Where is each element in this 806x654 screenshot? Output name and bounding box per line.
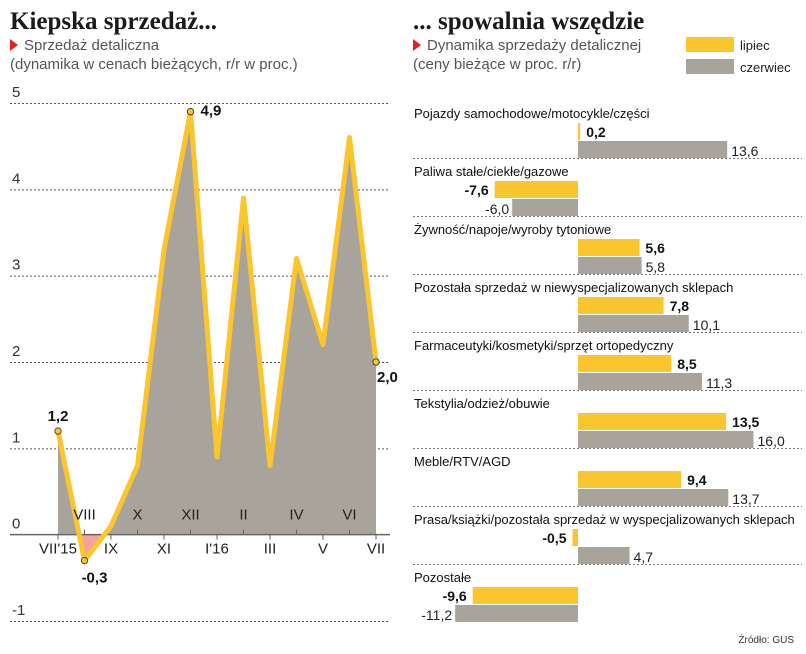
left-chart-subtitle: Sprzedaż detaliczna bbox=[10, 37, 159, 54]
bar-july bbox=[572, 529, 578, 546]
category-label: Pojazdy samochodowe/motocykle/części bbox=[414, 106, 650, 121]
legend-label-june: czerwiec bbox=[740, 60, 791, 75]
bar-july bbox=[578, 123, 581, 140]
x-tick-label: IX bbox=[104, 541, 118, 558]
bar-july bbox=[578, 297, 664, 314]
bar-july-value: 8,5 bbox=[677, 356, 697, 372]
data-point-marker bbox=[372, 358, 380, 366]
bar-june-value: 10,1 bbox=[693, 317, 720, 333]
data-label: 2,0 bbox=[377, 369, 398, 386]
data-label: 4,9 bbox=[201, 103, 222, 120]
series-line bbox=[55, 109, 379, 564]
bar-june-value: 16,0 bbox=[758, 433, 785, 449]
bar-july-value: -9,6 bbox=[443, 588, 467, 604]
bar-july bbox=[472, 587, 578, 604]
bar-june bbox=[512, 199, 578, 216]
bar-june bbox=[578, 141, 728, 158]
bar-july bbox=[494, 181, 578, 198]
x-tick-label: I'16 bbox=[205, 541, 229, 558]
area-fill bbox=[58, 111, 376, 535]
bar-july bbox=[578, 239, 640, 256]
x-tick-label: XI bbox=[157, 541, 171, 558]
x-tick-label: III bbox=[264, 541, 277, 558]
x-tick-label: IV bbox=[289, 507, 303, 524]
category-label: Meble/RTV/AGD bbox=[414, 454, 511, 469]
bar-july bbox=[578, 355, 672, 372]
data-point-marker bbox=[80, 556, 89, 565]
bar-june-value: -6,0 bbox=[485, 201, 509, 217]
bar-june bbox=[578, 547, 630, 564]
y-tick-label: 2 bbox=[12, 343, 20, 360]
x-tick-label: VII bbox=[367, 541, 385, 558]
bar-june-value: 4,7 bbox=[634, 549, 654, 565]
bar-june-value: 13,6 bbox=[731, 143, 758, 159]
legend-swatch-july bbox=[686, 37, 734, 52]
y-tick-label: 1 bbox=[12, 429, 20, 446]
right-chart-title: ... spowalnia wszędzie bbox=[413, 8, 645, 35]
bar-july-value: 5,6 bbox=[645, 240, 665, 256]
bar-june bbox=[578, 315, 689, 332]
category-label: Pozostałe bbox=[414, 570, 471, 585]
bar-june-value: 11,3 bbox=[706, 375, 732, 391]
bar-june bbox=[578, 431, 754, 448]
category-label: Pozostała sprzedaż w niewyspecjalizowany… bbox=[414, 280, 733, 295]
bar-july-value: -0,5 bbox=[542, 530, 566, 546]
data-label: 1,2 bbox=[48, 408, 69, 425]
category-label: Tekstylia/odzież/obuwie bbox=[414, 396, 550, 411]
y-tick-label: -1 bbox=[12, 602, 25, 619]
right-subtitle-line1: Dynamika sprzedaży detalicznej bbox=[427, 37, 642, 54]
x-tick-label: VII'15 bbox=[39, 541, 77, 558]
y-tick-label: 3 bbox=[12, 257, 20, 274]
left-chart-subtitle-units: (dynamika w cenach bieżących, r/r w proc… bbox=[10, 56, 298, 73]
x-tick-label: VIII bbox=[73, 507, 96, 524]
data-point-marker bbox=[54, 427, 62, 435]
left-subtitle-line1: Sprzedaż detaliczna bbox=[24, 37, 160, 54]
bar-june-value: -11,2 bbox=[421, 607, 452, 623]
bar-june bbox=[578, 489, 729, 506]
x-tick-label: X bbox=[132, 507, 142, 524]
y-tick-label: 0 bbox=[12, 516, 20, 533]
legend-swatch-june bbox=[686, 59, 734, 74]
category-label: Prasa/książki/pozostała sprzedaż w wyspe… bbox=[414, 512, 795, 527]
source-note: Źródło: GUS bbox=[738, 635, 794, 646]
category-label: Żywność/napoje/wyroby tytoniowe bbox=[414, 222, 611, 237]
right-chart-subtitle-units: (ceny bieżące w proc. r/r) bbox=[413, 56, 582, 73]
bar-june bbox=[455, 605, 578, 622]
data-point-marker bbox=[186, 107, 195, 116]
triangle-marker-icon bbox=[10, 39, 18, 51]
data-label: -0,3 bbox=[82, 570, 108, 587]
x-tick-label: II bbox=[239, 507, 247, 524]
line-area-chart: 54321-10VII'15VIIIIXXXIXIII'16IIIIIIVVVI… bbox=[10, 84, 398, 622]
bar-july-value: -7,6 bbox=[465, 182, 489, 198]
left-chart-title: Kiepska sprzedaż... bbox=[10, 8, 217, 35]
bar-july-value: 7,8 bbox=[670, 298, 690, 314]
bar-july-value: 13,5 bbox=[732, 414, 759, 430]
right-chart-subtitle: Dynamika sprzedaży detalicznej bbox=[413, 37, 641, 54]
x-tick-label: XII bbox=[181, 507, 199, 524]
bar-june-value: 13,7 bbox=[732, 491, 759, 507]
x-tick-label: VI bbox=[342, 507, 356, 524]
x-tick-label: V bbox=[318, 541, 328, 558]
bar-june-value: 5,8 bbox=[646, 259, 666, 275]
bar-july bbox=[578, 471, 682, 488]
legend-label-july: lipiec bbox=[740, 38, 770, 53]
category-label: Farmaceutyki/kosmetyki/sprzęt ortopedycz… bbox=[414, 338, 674, 353]
y-tick-label: 5 bbox=[12, 84, 20, 101]
triangle-marker-icon bbox=[413, 39, 421, 51]
bar-july bbox=[578, 413, 727, 430]
y-tick-label: 4 bbox=[12, 170, 20, 187]
bar-july-value: 9,4 bbox=[687, 472, 707, 488]
category-label: Paliwa stałe/ciekłe/gazowe bbox=[414, 164, 569, 179]
bar-june bbox=[578, 257, 642, 274]
bar-july-value: 0,2 bbox=[586, 124, 606, 140]
bar-june bbox=[578, 373, 702, 390]
